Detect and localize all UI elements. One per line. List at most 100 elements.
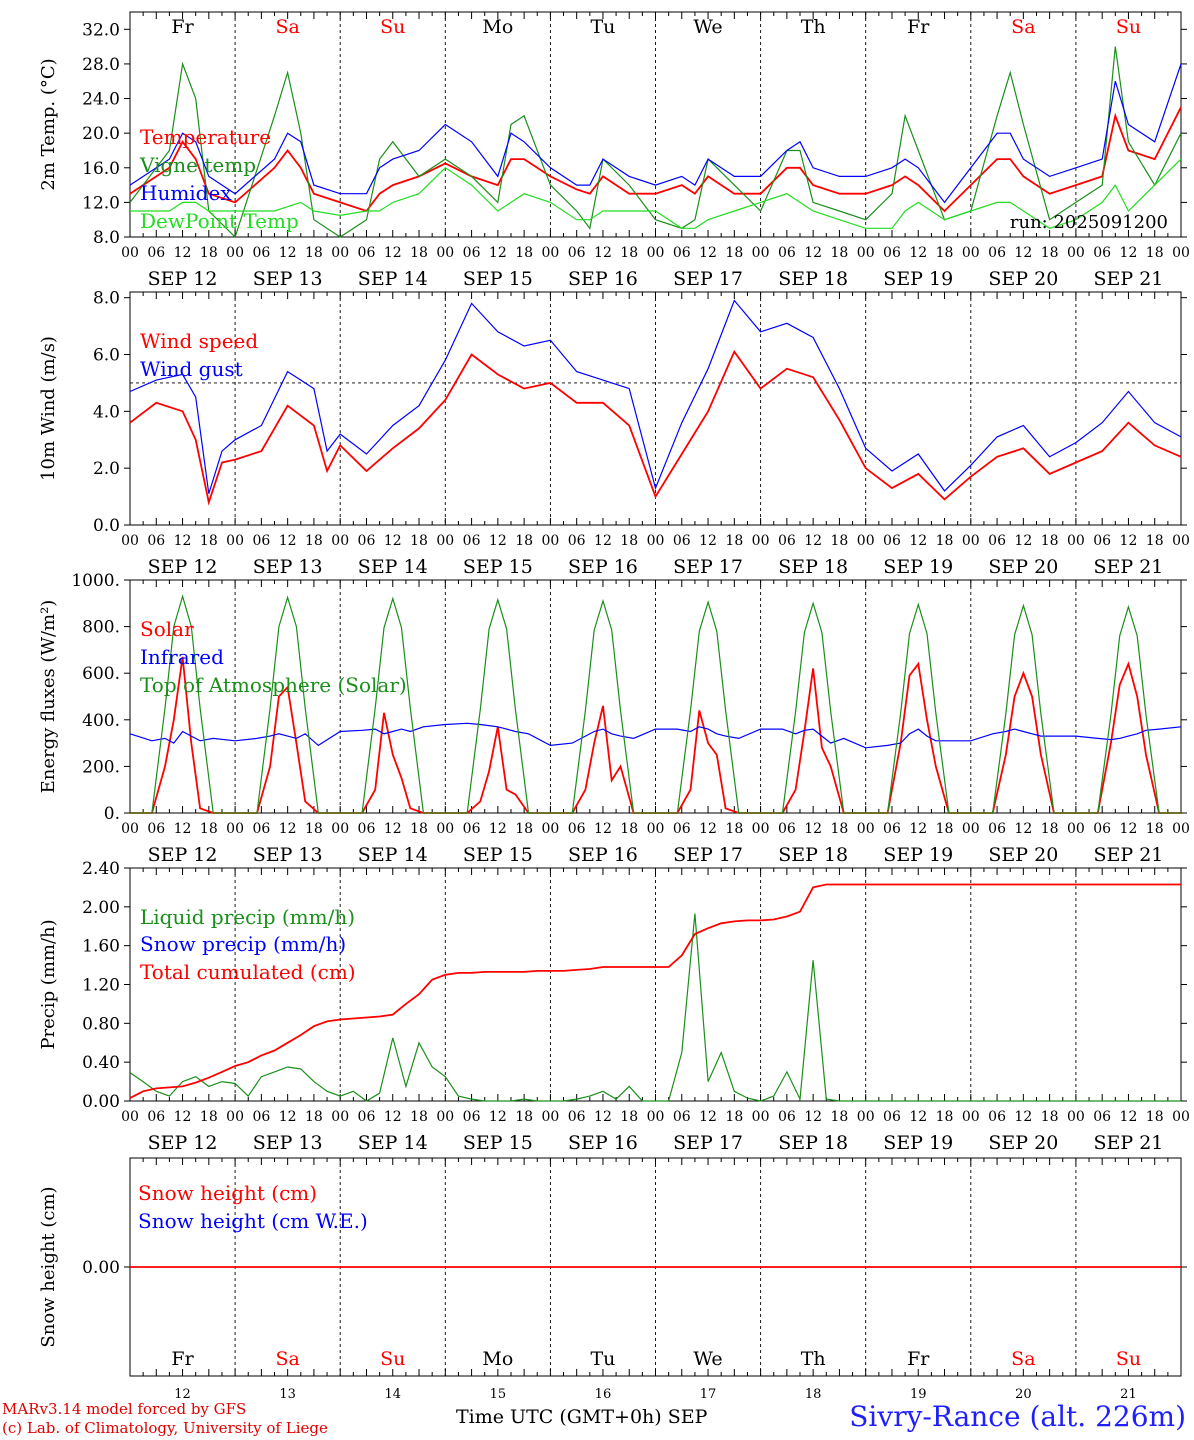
date-label: SEP 19 — [883, 556, 953, 578]
hour-label: 06 — [463, 1109, 481, 1125]
day-label: Tu — [590, 16, 615, 38]
hour-label: 06 — [883, 1109, 901, 1125]
hour-label: 00 — [436, 821, 454, 837]
hour-label: 06 — [673, 245, 691, 261]
date-label: SEP 18 — [778, 268, 848, 290]
hour-label: 00 — [752, 245, 770, 261]
day-label: Sa — [1011, 1348, 1035, 1370]
hour-label: 18 — [515, 245, 533, 261]
hour-label: 06 — [463, 533, 481, 549]
hour-label: 00 — [1067, 1109, 1085, 1125]
panel-precip: 0.00 0.40 0.80 1.20 1.60 2.00 2.40 Precip (mm/h… — [38, 859, 1190, 1154]
hour-label: 18 — [305, 245, 323, 261]
hour-label: 06 — [883, 245, 901, 261]
hour-label: 12 — [1120, 821, 1138, 837]
hour-label: 12 — [489, 533, 507, 549]
hour-label: 00 — [541, 821, 559, 837]
hour-label: 00 — [752, 1109, 770, 1125]
hour-label: 18 — [1041, 245, 1059, 261]
date-label: SEP 21 — [1094, 268, 1164, 290]
hour-label: 06 — [778, 821, 796, 837]
y-tick-label: 20.0 — [82, 124, 120, 144]
hour-label: 18 — [936, 821, 954, 837]
y-tick-label: 4.0 — [93, 402, 120, 422]
series-line-wind-gust — [129, 299, 1182, 494]
y-tick-label: 0.40 — [82, 1053, 120, 1073]
y-tick-label: 24.0 — [82, 90, 120, 110]
date-label: SEP 14 — [358, 844, 428, 866]
hour-label: 12 — [384, 245, 402, 261]
hour-label: 12 — [699, 245, 717, 261]
hour-label: 12 — [1120, 533, 1138, 549]
date-label: SEP 18 — [778, 844, 848, 866]
hour-label: 12 — [699, 533, 717, 549]
hour-label: 06 — [1093, 821, 1111, 837]
date-label: SEP 18 — [778, 556, 848, 578]
hour-label: 12 — [909, 533, 927, 549]
hour-label: 18 — [936, 245, 954, 261]
series-line-wind-speed — [129, 349, 1182, 506]
day-label: Th — [801, 16, 826, 38]
hour-label: 00 — [1067, 245, 1085, 261]
legend-entry: Liquid precip (mm/h) — [140, 905, 355, 929]
date-label: SEP 15 — [463, 844, 533, 866]
hour-label: 18 — [1146, 1109, 1164, 1125]
hour-label: 00 — [1172, 245, 1190, 261]
panel-temp: 8.0 12.0 16.0 20.0 24.0 28.0 32.0 2m Temp. (°C)… — [38, 11, 1190, 290]
date-label: SEP 21 — [1094, 1132, 1164, 1154]
hour-label: 18 — [725, 245, 743, 261]
date-label: SEP 17 — [673, 556, 743, 578]
x-axis-title: Time UTC (GMT+0h) SEP — [456, 1406, 708, 1428]
day-label: Su — [1116, 16, 1141, 38]
hour-label: 18 — [936, 533, 954, 549]
hour-label: 18 — [410, 821, 428, 837]
date-label: SEP 20 — [988, 1132, 1058, 1154]
hour-label: 18 — [410, 245, 428, 261]
panel-energy: 0. 200. 400. 600. 800. 1000. Energy fluxes (W/… — [38, 571, 1190, 866]
hour-label: 00 — [541, 245, 559, 261]
hour-label: 06 — [673, 821, 691, 837]
hour-label: 00 — [226, 821, 244, 837]
hour-label: 12 — [384, 821, 402, 837]
hour-label: 06 — [883, 821, 901, 837]
hour-label: 06 — [147, 245, 165, 261]
hour-label: 06 — [1093, 1109, 1111, 1125]
hour-label: 18 — [620, 533, 638, 549]
legend-entry: Humidex — [140, 181, 232, 205]
date-label: SEP 13 — [253, 844, 323, 866]
hour-label: 00 — [1067, 533, 1085, 549]
day-label: Fr — [907, 16, 930, 38]
hour-label: 12 — [489, 1109, 507, 1125]
hour-label: 18 — [620, 1109, 638, 1125]
series-line-temperature — [129, 106, 1182, 213]
y-tick-label: 0.00 — [82, 1092, 120, 1112]
hour-label: 18 — [1146, 245, 1164, 261]
hour-label: 12 — [174, 1109, 192, 1125]
hour-label: 18 — [831, 533, 849, 549]
date-label: SEP 19 — [883, 844, 953, 866]
hour-label: 18 — [410, 1109, 428, 1125]
hour-label: 12 — [699, 821, 717, 837]
hour-label: 00 — [226, 533, 244, 549]
day-label: Th — [801, 1348, 826, 1370]
hour-label: 18 — [305, 1109, 323, 1125]
series-line-infrared — [129, 722, 1182, 749]
y-tick-label: 600. — [82, 664, 120, 684]
hour-label: 18 — [200, 245, 218, 261]
legend-entry: Snow precip (mm/h) — [140, 932, 346, 956]
y-tick-label: 1000. — [71, 571, 120, 591]
series-line-vigne-temp — [129, 46, 1182, 239]
hour-label: 18 — [305, 821, 323, 837]
hour-label: 00 — [1172, 1109, 1190, 1125]
y-axis-title: Precip (mm/h) — [38, 919, 59, 1049]
y-tick-label: 8.0 — [93, 228, 120, 248]
hour-label: 00 — [962, 1109, 980, 1125]
hour-label: 12 — [1014, 245, 1032, 261]
day-label: Fr — [171, 1348, 194, 1370]
hour-label: 00 — [647, 1109, 665, 1125]
hour-label: 06 — [778, 533, 796, 549]
hour-label: 00 — [121, 821, 139, 837]
date-label: SEP 14 — [358, 268, 428, 290]
date-label: SEP 17 — [673, 268, 743, 290]
hour-label: 00 — [541, 533, 559, 549]
